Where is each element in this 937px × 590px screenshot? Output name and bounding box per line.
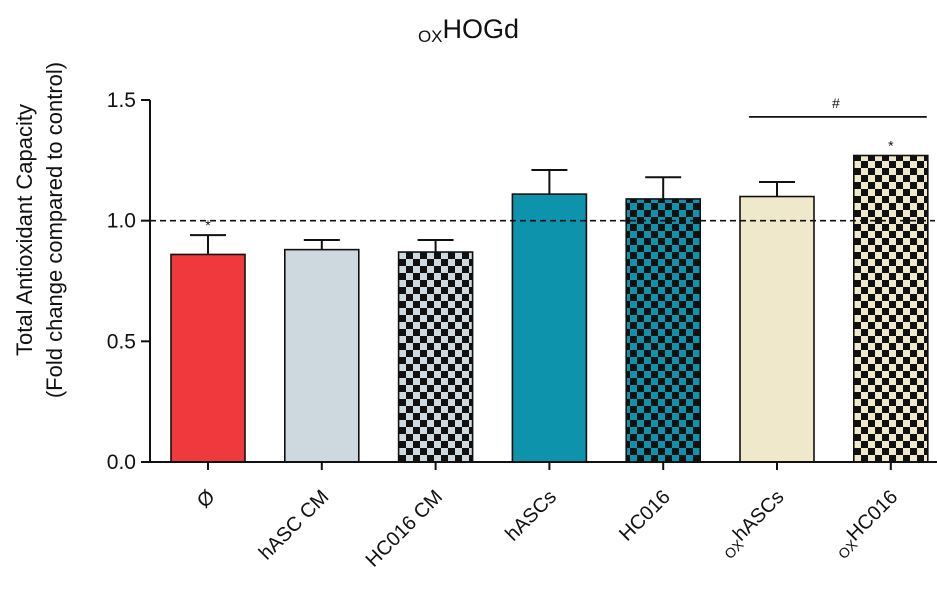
chart-title-text: HOGd <box>442 14 520 44</box>
bar <box>739 195 815 463</box>
x-tick-label: Ø <box>193 486 220 513</box>
y-tick-label: 0.0 <box>107 451 136 474</box>
bar <box>511 193 588 463</box>
y-tick-label: 1.5 <box>107 89 136 112</box>
bar <box>852 154 929 463</box>
bar <box>283 248 360 463</box>
chart-title: OXHOGd <box>0 14 937 47</box>
bar <box>625 198 702 463</box>
x-tick-label: OXhASCs <box>715 486 791 562</box>
y-tick-label: 0.5 <box>107 330 136 353</box>
bar <box>397 251 474 463</box>
x-tick-label: HC016 CM <box>362 486 448 572</box>
x-tick-label-text: HC016 <box>843 486 903 546</box>
x-tick-label-text: hASCs <box>729 486 789 546</box>
chart-title-prefix: OX <box>417 27 443 46</box>
y-tick-label: 1.0 <box>107 210 136 233</box>
x-tick-label: OXHC016 <box>828 486 904 562</box>
bar <box>170 253 246 463</box>
bracket-symbol: # <box>832 95 840 111</box>
significance-marker: * <box>205 217 211 233</box>
significance-marker: * <box>888 138 894 154</box>
x-tick-label: hASC CM <box>255 486 333 564</box>
x-tick-label: HC016 <box>615 486 675 546</box>
x-tick-label: hASCs <box>501 486 561 546</box>
